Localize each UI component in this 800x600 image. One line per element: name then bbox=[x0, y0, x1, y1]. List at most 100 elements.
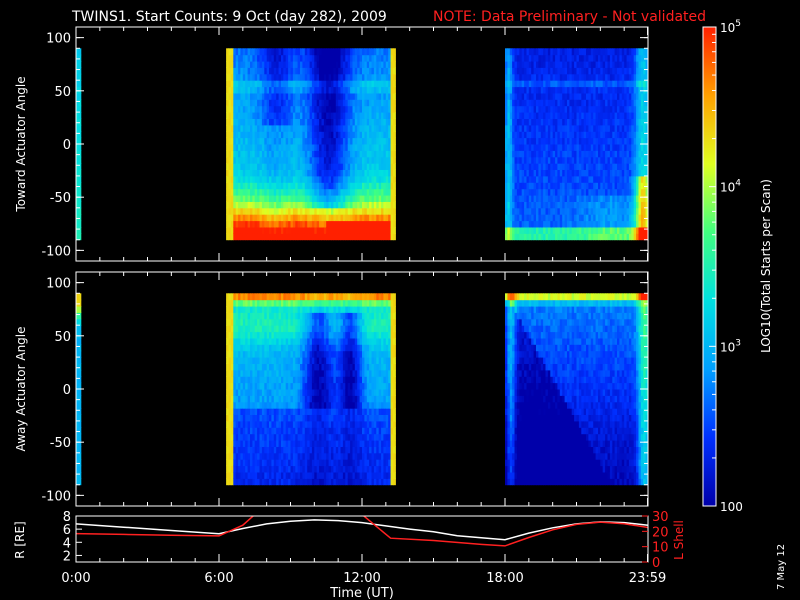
heatmap-cell bbox=[586, 201, 589, 209]
heatmap-cell bbox=[619, 67, 623, 75]
heatmap-cell bbox=[228, 337, 232, 345]
heatmap-cell bbox=[314, 99, 318, 107]
heatmap-cell bbox=[230, 48, 234, 56]
heatmap-cell bbox=[550, 137, 554, 145]
heatmap-cell bbox=[326, 80, 330, 88]
heatmap-cell bbox=[247, 188, 251, 196]
heatmap-cell bbox=[331, 112, 334, 119]
heatmap-cell bbox=[354, 163, 358, 170]
heatmap-cell bbox=[533, 188, 537, 196]
heatmap-cell bbox=[261, 207, 265, 215]
heatmap-cell bbox=[393, 144, 396, 151]
heatmap-cell bbox=[235, 99, 239, 107]
heatmap-cell bbox=[273, 446, 277, 454]
heatmap-cell bbox=[378, 61, 382, 68]
heatmap-cell bbox=[617, 227, 620, 234]
heatmap-cell bbox=[245, 201, 249, 209]
heatmap-cell bbox=[366, 48, 370, 56]
heatmap-cell bbox=[619, 207, 623, 215]
heatmap-cell bbox=[569, 156, 573, 164]
heatmap-cell bbox=[276, 433, 280, 441]
heatmap-cell bbox=[562, 150, 566, 158]
heatmap-cell bbox=[235, 73, 239, 81]
heatmap-cell bbox=[643, 99, 647, 107]
heatmap-cell bbox=[290, 220, 294, 228]
heatmap-cell bbox=[524, 214, 527, 222]
heatmap-cell bbox=[276, 195, 280, 202]
heatmap-cell bbox=[354, 220, 358, 228]
heatmap-cell bbox=[571, 195, 575, 202]
heatmap-cell bbox=[273, 312, 277, 320]
heatmap-cell bbox=[645, 175, 648, 183]
heatmap-cell bbox=[614, 220, 618, 228]
heatmap-cell bbox=[269, 67, 272, 75]
heatmap-cell bbox=[340, 233, 344, 241]
heatmap-cell bbox=[283, 350, 287, 358]
heatmap-cell bbox=[238, 331, 241, 339]
heatmap-cell bbox=[254, 465, 258, 473]
heatmap-cell bbox=[564, 182, 568, 190]
heatmap-cell bbox=[524, 54, 527, 62]
heatmap-cell bbox=[505, 48, 508, 56]
heatmap-cell bbox=[278, 92, 282, 100]
heatmap-cell bbox=[288, 207, 291, 215]
heatmap-cell bbox=[574, 86, 577, 94]
heatmap-cell bbox=[240, 325, 244, 333]
heatmap-cell bbox=[593, 214, 597, 222]
heatmap-cell bbox=[571, 73, 575, 81]
heatmap-cell bbox=[505, 220, 508, 228]
heatmap-cell bbox=[645, 163, 648, 170]
heatmap-cell bbox=[290, 80, 294, 88]
heatmap-cell bbox=[538, 144, 542, 151]
heatmap-cell bbox=[309, 188, 313, 196]
heatmap-cell bbox=[257, 331, 260, 339]
heatmap-cell bbox=[547, 48, 551, 56]
heatmap-cell bbox=[381, 182, 384, 190]
heatmap-cell bbox=[638, 124, 642, 132]
heatmap-cell bbox=[359, 195, 363, 202]
heatmap-cell bbox=[314, 156, 318, 164]
heatmap-cell bbox=[240, 389, 244, 396]
heatmap-cell bbox=[76, 312, 79, 320]
heatmap-cell bbox=[273, 131, 277, 139]
heatmap-cell bbox=[640, 163, 644, 170]
heatmap-cell bbox=[567, 156, 570, 164]
heatmap-cell bbox=[259, 459, 263, 467]
heatmap-cell bbox=[230, 363, 234, 371]
heatmap-cell bbox=[278, 175, 282, 183]
heatmap-cell bbox=[628, 233, 632, 241]
heatmap-cell bbox=[276, 350, 280, 358]
heatmap-cell bbox=[533, 73, 537, 81]
heatmap-cell bbox=[233, 344, 237, 352]
heatmap-cell bbox=[366, 92, 370, 100]
heatmap-cell bbox=[385, 182, 389, 190]
heatmap-cell bbox=[323, 112, 327, 119]
heatmap-cell bbox=[645, 214, 648, 222]
heatmap-cell bbox=[250, 306, 253, 313]
heatmap-cell bbox=[614, 214, 618, 222]
heatmap-cell bbox=[254, 207, 258, 215]
heatmap-cell bbox=[364, 86, 368, 94]
heatmap-cell bbox=[233, 459, 237, 467]
heatmap-cell bbox=[595, 188, 599, 196]
heatmap-cell bbox=[371, 150, 375, 158]
heatmap-cell bbox=[323, 86, 327, 94]
heatmap-cell bbox=[233, 118, 237, 126]
heatmap-cell bbox=[233, 446, 237, 454]
heatmap-cell bbox=[371, 99, 375, 107]
heatmap-cell bbox=[378, 124, 382, 132]
heatmap-cell bbox=[547, 54, 551, 62]
heatmap-cell bbox=[240, 195, 244, 202]
heatmap-cell bbox=[619, 118, 623, 126]
heatmap-cell bbox=[328, 144, 332, 151]
heatmap-cell bbox=[531, 61, 535, 68]
heatmap-cell bbox=[311, 105, 315, 113]
heatmap-cell bbox=[371, 54, 375, 62]
heatmap-cell bbox=[254, 414, 258, 422]
heatmap-cell bbox=[605, 86, 608, 94]
heatmap-cell bbox=[505, 201, 508, 209]
heatmap-cell bbox=[555, 112, 558, 119]
heatmap-cell bbox=[230, 137, 234, 145]
heatmap-cell bbox=[538, 92, 542, 100]
heatmap-cell bbox=[369, 188, 372, 196]
